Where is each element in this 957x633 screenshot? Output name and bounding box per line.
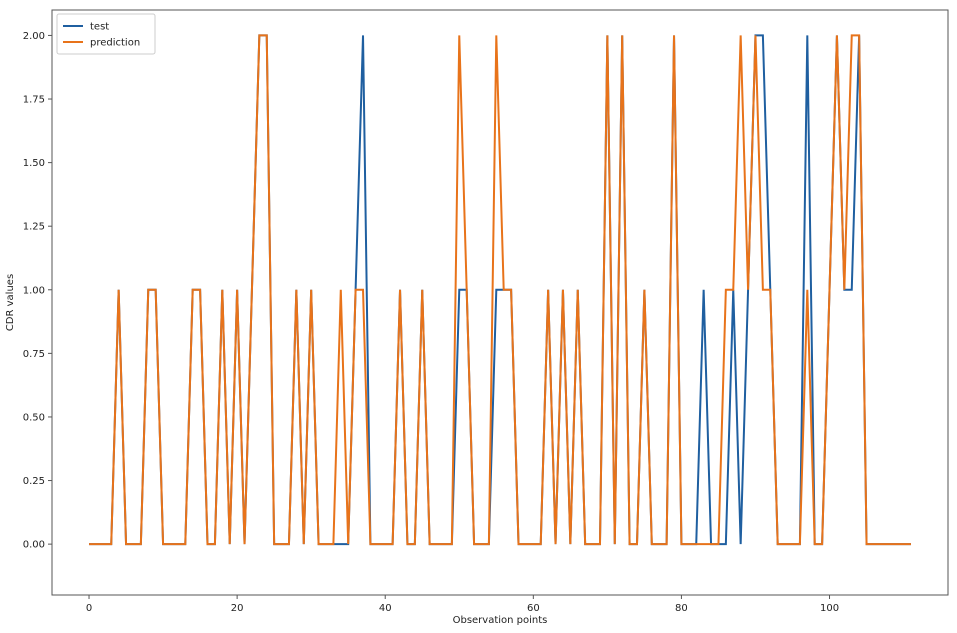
x-tick-label: 100 (820, 603, 839, 614)
x-tick-label: 80 (675, 603, 688, 614)
x-tick-label: 20 (231, 603, 244, 614)
y-tick-label: 0.50 (23, 412, 45, 423)
y-tick-label: 1.75 (23, 95, 45, 106)
x-tick-label: 60 (527, 603, 540, 614)
series-layer (89, 34, 911, 546)
y-axis: 0.00 0.25 0.50 0.75 1.00 1.25 1.50 1.75 2.00 (23, 31, 52, 551)
x-axis: 0 20 40 60 80 100 (86, 595, 839, 614)
y-tick-label: 0.25 (23, 476, 45, 487)
y-tick-label: 0.75 (23, 349, 45, 360)
y-tick-label: 1.00 (23, 285, 45, 296)
legend-label-prediction: prediction (90, 38, 140, 49)
x-tick-label: 40 (379, 603, 392, 614)
y-axis-title: CDR values (5, 274, 16, 331)
legend: test prediction (56, 13, 156, 55)
y-tick-label: 1.25 (23, 222, 45, 233)
y-tick-label: 2.00 (23, 31, 45, 42)
y-tick-label: 1.50 (23, 158, 45, 169)
legend-label-test: test (90, 22, 109, 33)
series-line-prediction (89, 34, 911, 546)
legend-box (56, 13, 156, 55)
y-tick-label: 0.00 (23, 540, 45, 551)
plot-area-frame (51, 9, 949, 596)
x-axis-title: Observation points (453, 615, 548, 626)
x-tick-label: 0 (86, 603, 92, 614)
